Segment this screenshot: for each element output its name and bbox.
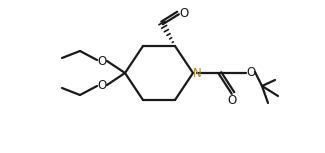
Text: N: N	[193, 67, 202, 80]
Text: O: O	[98, 78, 107, 91]
Text: O: O	[179, 6, 188, 19]
Text: O: O	[98, 54, 107, 67]
Text: O: O	[227, 93, 237, 106]
Text: O: O	[246, 65, 256, 78]
